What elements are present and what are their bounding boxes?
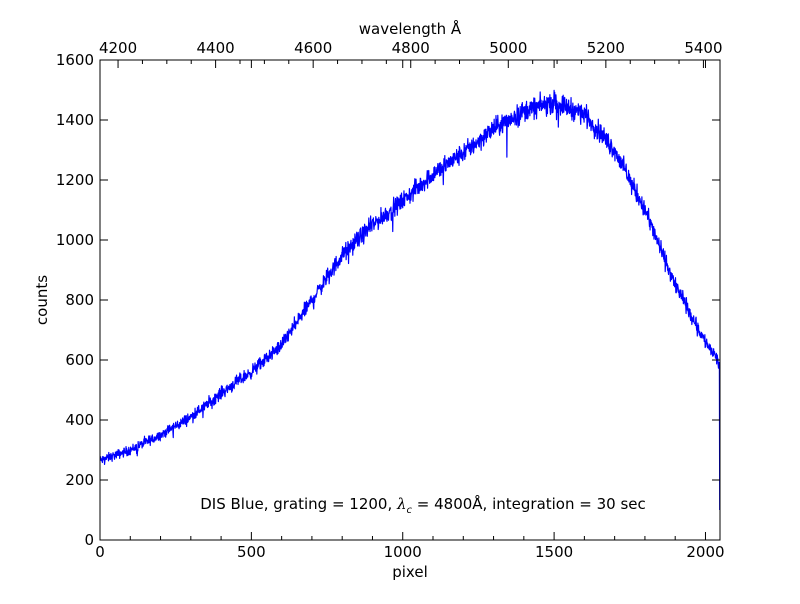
y-tick-label: 1200 [56,171,94,189]
top-axis-label: wavelength Å [359,19,462,38]
y-tick-label: 0 [84,531,94,549]
spectrum-line [100,89,720,511]
y-tick-label: 600 [65,351,94,369]
y-tick-label: 1400 [56,111,94,129]
x-tick-label: 2000 [686,543,724,561]
top-x-tick-label: 4600 [294,39,332,57]
y-tick-label: 400 [65,411,94,429]
top-x-tick-label: 4400 [197,39,235,57]
x-tick-label: 500 [237,543,266,561]
top-x-tick-label: 4800 [392,39,430,57]
y-tick-label: 1600 [56,51,94,69]
top-x-tick-label: 4200 [99,39,137,57]
top-x-tick-label: 5200 [587,39,625,57]
y-tick-label: 800 [65,291,94,309]
annotation: DIS Blue, grating = 1200, λc = 4800Å, in… [200,494,646,516]
top-x-tick-label: 5000 [489,39,527,57]
x-axis-label: pixel [392,563,428,581]
y-tick-label: 1000 [56,231,94,249]
x-tick-label: 1500 [535,543,573,561]
x-tick-label: 1000 [384,543,422,561]
top-x-tick-label: 5400 [684,39,722,57]
y-tick-label: 200 [65,471,94,489]
y-axis-label: counts [33,275,51,325]
x-tick-label: 0 [95,543,105,561]
plot-background [100,60,720,540]
